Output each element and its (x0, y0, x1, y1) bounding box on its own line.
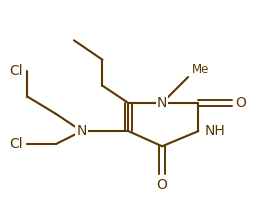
Text: Cl: Cl (9, 137, 23, 151)
Text: N: N (157, 96, 167, 110)
Text: O: O (235, 96, 246, 110)
Text: NH: NH (205, 124, 226, 138)
Text: O: O (157, 178, 167, 192)
Text: Cl: Cl (9, 64, 23, 78)
Text: Me: Me (192, 63, 209, 76)
Text: N: N (77, 124, 87, 138)
